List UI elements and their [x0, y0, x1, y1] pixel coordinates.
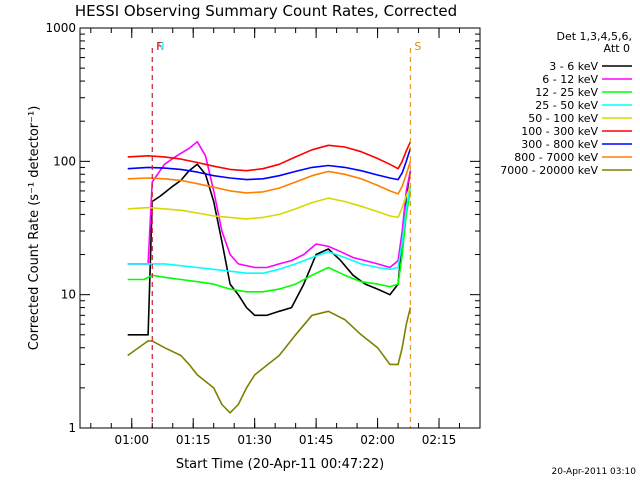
chart-title: HESSI Observing Summary Count Rates, Cor… [75, 2, 457, 20]
marker-label-s: S [414, 40, 421, 53]
y-tick-label: 100 [53, 154, 76, 168]
marker-label-f: F [156, 40, 162, 53]
legend-label-25-50-kev: 25 - 50 keV [535, 99, 598, 112]
legend-label-12-25-kev: 12 - 25 keV [535, 86, 598, 99]
x-tick-label: 01:00 [114, 433, 149, 447]
legend-label-300-800-kev: 300 - 800 keV [521, 138, 598, 151]
marker-label-n: N [156, 40, 164, 53]
legend-label-3-6-kev: 3 - 6 keV [549, 60, 598, 73]
series-line-12-25-kev [127, 190, 412, 293]
attenuator-markers: NF S [151, 40, 421, 428]
legend-label-7000-20000-kev: 7000 - 20000 keV [500, 164, 598, 177]
legend-header-line-1: Det 1,3,4,5,6, [556, 30, 632, 43]
x-tick-label: 01:15 [176, 433, 211, 447]
series-line-800-7000-kev [127, 161, 412, 195]
series-line-7000-20000-kev [127, 307, 412, 414]
y-tick-label: 1 [68, 421, 76, 435]
y-axis-label: Corrected Count Rate (s⁻¹ detector⁻¹) [27, 106, 42, 351]
plot-frame [79, 27, 481, 429]
y-tick-label: 10 [61, 288, 76, 302]
legend-header-line-2: Att 0 [604, 42, 630, 55]
series-line-6-12-kev [127, 141, 412, 269]
x-tick-label: 02:00 [360, 433, 395, 447]
series-line-100-300-kev [127, 141, 412, 172]
series-line-25-50-kev [127, 186, 412, 275]
x-tick-label: 02:15 [422, 433, 457, 447]
legend-label-100-300-kev: 100 - 300 keV [521, 125, 598, 138]
y-axis: 1 10 100 1000 [45, 21, 480, 435]
y-tick-label: 1000 [45, 21, 76, 35]
series-line-3-6-kev [127, 163, 412, 336]
legend-label-800-7000-kev: 800 - 7000 keV [514, 151, 598, 164]
series-line-50-100-kev [127, 185, 412, 220]
x-axis: 01:00 01:15 01:30 01:45 02:00 02:15 [90, 28, 481, 447]
x-tick-label: 01:45 [299, 433, 334, 447]
legend-label-50-100-kev: 50 - 100 keV [528, 112, 598, 125]
x-tick-label: 01:30 [237, 433, 272, 447]
plot-area: NF S [79, 27, 481, 429]
series-lines [127, 141, 412, 414]
x-axis-label: Start Time (20-Apr-11 00:47:22) [176, 457, 384, 472]
series-line-300-800-kev [127, 148, 412, 181]
footer-date: 20-Apr-2011 03:10 [552, 467, 637, 477]
legend-label-6-12-kev: 6 - 12 keV [542, 73, 598, 86]
